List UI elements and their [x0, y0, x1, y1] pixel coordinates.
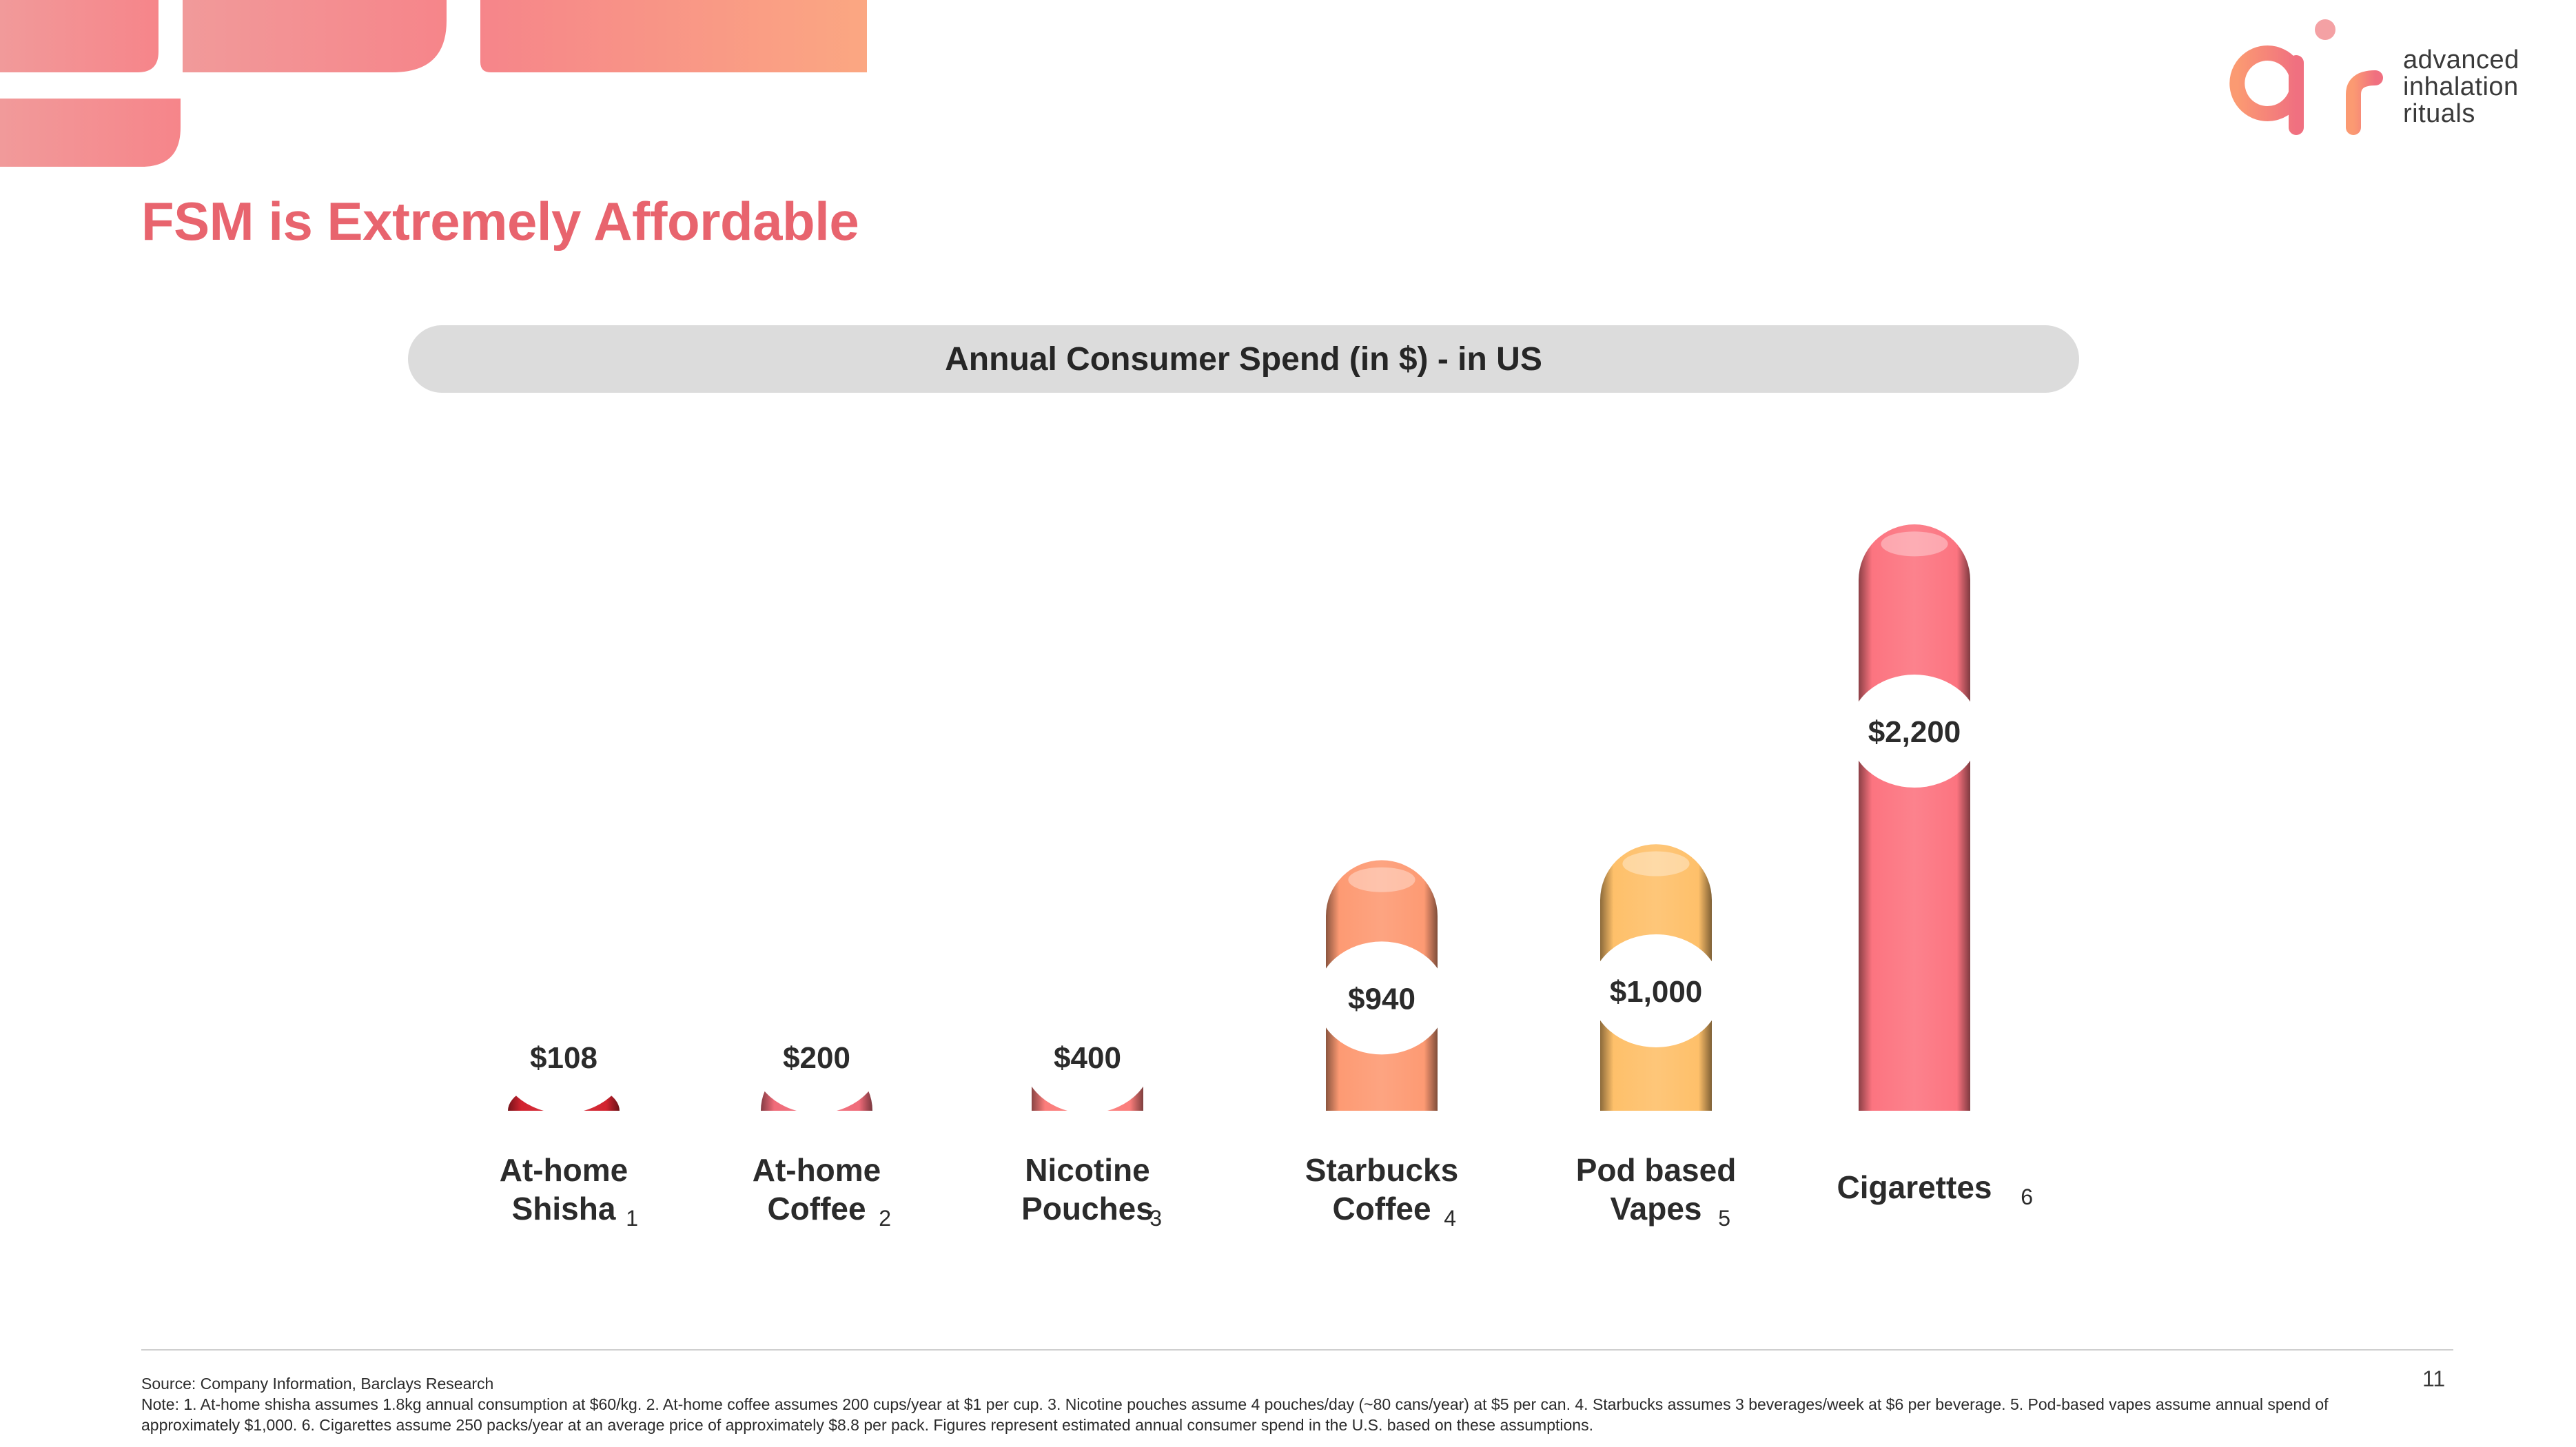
bar-highlight-4: [1348, 867, 1415, 892]
source-note: Source: Company Information, Barclays Re…: [141, 1375, 494, 1393]
category-label-line: Nicotine: [1025, 1152, 1150, 1188]
category-label-line: Shisha: [511, 1191, 616, 1227]
footnote-mark: 3: [1149, 1206, 1162, 1231]
footer-divider: [141, 1349, 2453, 1351]
value-label-bg-3: [1022, 1000, 1153, 1114]
value-label-bg-6: [1849, 675, 1980, 788]
category-label-line: Vapes: [1610, 1191, 1702, 1227]
category-label-1: At-home Shisha 1: [453, 1151, 674, 1231]
bar-highlight-6: [1881, 531, 1948, 557]
value-label-2: $200: [783, 1041, 850, 1075]
deco-shape-c: [480, 0, 867, 72]
deco-shape-a: [0, 0, 159, 72]
footnote-mark: 5: [1718, 1206, 1730, 1231]
category-label-line: Cigarettes: [1837, 1169, 1992, 1205]
air-logo-icon: [2229, 19, 2383, 135]
category-label-line: Pouches: [1021, 1191, 1154, 1227]
value-label-bg-1: [498, 1000, 629, 1114]
page-title: FSM is Extremely Affordable: [141, 191, 859, 252]
footnote-mark: 1: [626, 1206, 638, 1231]
value-label-4: $940: [1348, 982, 1415, 1016]
deco-shape-d: [0, 99, 181, 167]
category-label-line: At-home: [752, 1152, 881, 1188]
category-label-6: Cigarettes 6: [1804, 1168, 2033, 1209]
value-label-3: $400: [1054, 1041, 1121, 1075]
category-label-line: Coffee: [1332, 1191, 1431, 1227]
value-label-1: $108: [530, 1041, 597, 1075]
bar-6: [1859, 524, 1970, 1111]
value-label-bg-4: [1316, 941, 1447, 1055]
category-label-line: Pod based: [1575, 1152, 1737, 1188]
footnote-mark: 4: [1444, 1206, 1456, 1231]
methodology-note: Note: 1. At-home shisha assumes 1.8kg an…: [141, 1395, 2329, 1434]
value-label-bg-2: [751, 1000, 882, 1114]
logo-text-line-2: inhalation: [2403, 72, 2519, 101]
value-label-6: $2,200: [1868, 715, 1961, 749]
category-label-line: At-home: [499, 1152, 628, 1188]
logo-wordmark: advanced inhalation rituals: [2403, 47, 2541, 127]
footnotes: Source: Company Information, Barclays Re…: [141, 1373, 2374, 1435]
category-label-5: Pod based Vapes 5: [1546, 1151, 1766, 1231]
category-label-line: Coffee: [767, 1191, 866, 1227]
category-label-2: At-home Coffee 2: [706, 1151, 927, 1231]
category-label-3: Nicotine Pouches 3: [977, 1151, 1198, 1231]
bar-highlight-5: [1622, 851, 1690, 876]
decorative-brand-shapes: [0, 0, 867, 167]
logo-text-line-1: advanced: [2403, 45, 2519, 74]
chart-title: Annual Consumer Spend (in $) - in US: [408, 325, 2079, 393]
deco-shape-b: [183, 0, 447, 72]
logo-text-line-3: rituals: [2403, 99, 2475, 128]
value-label-5: $1,000: [1610, 975, 1703, 1009]
value-label-bg-5: [1591, 934, 1721, 1047]
bar-chart: $108 $200 $400 $940 $1,000 $2,200: [498, 524, 1980, 1114]
footnote-mark: 6: [2021, 1184, 2033, 1209]
footnote-mark: 2: [879, 1206, 891, 1231]
category-label-line: Starbucks: [1305, 1152, 1459, 1188]
category-label-4: Starbucks Coffee 4: [1271, 1151, 1492, 1231]
page-number: 11: [2422, 1366, 2446, 1391]
